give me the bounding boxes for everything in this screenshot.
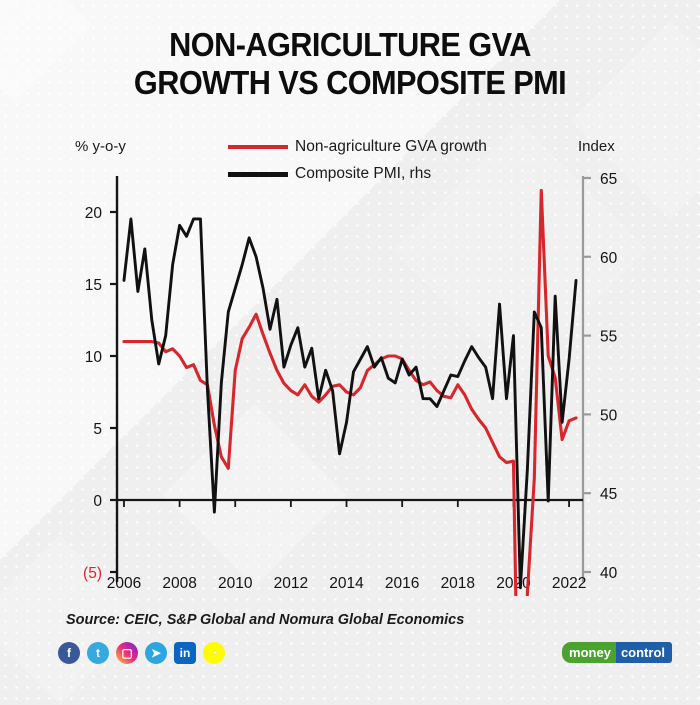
series-line-pmi: [122, 217, 578, 590]
linkedin-icon[interactable]: in: [174, 642, 196, 664]
y2-tick-label: 55: [600, 329, 617, 346]
snapchat-icon[interactable]: ◔: [203, 642, 225, 664]
source-note: Source: CEIC, S&P Global and Nomura Glob…: [66, 612, 465, 628]
facebook-icon[interactable]: f: [58, 642, 80, 664]
x-tick-label: 2020: [496, 575, 531, 592]
y-tick-label: 0: [93, 493, 102, 510]
social-links[interactable]: f t ▢ ➤ in ◔: [58, 642, 225, 664]
chart-axes: [110, 176, 591, 582]
y2-tick-label: 40: [600, 565, 618, 582]
legend-swatch-red-icon: [228, 145, 288, 149]
x-tick-label: 2008: [162, 575, 196, 592]
y-tick-label: 10: [85, 349, 103, 366]
brand-control-text: control: [615, 642, 672, 663]
x-tick-label: 2006: [107, 575, 141, 592]
title-line-1: NON-AGRICULTURE GVA: [169, 26, 531, 63]
page-title: NON-AGRICULTURE GVA GROWTH VS COMPOSITE …: [0, 26, 700, 102]
telegram-icon[interactable]: ➤: [145, 642, 167, 664]
x-tick-label: 2016: [385, 575, 419, 592]
title-line-2: GROWTH VS COMPOSITE PMI: [133, 64, 567, 101]
y2-tick-label: 45: [600, 486, 617, 503]
chart-series-lines: [122, 188, 578, 596]
y2-tick-label: 65: [600, 171, 617, 188]
moneycontrol-logo[interactable]: money control: [562, 642, 672, 663]
y2-tick-label: 60: [600, 250, 618, 267]
instagram-icon[interactable]: ▢: [116, 642, 138, 664]
x-tick-label: 2022: [552, 575, 586, 592]
x-tick-label: 2018: [441, 575, 475, 592]
x-tick-label: 2012: [274, 575, 308, 592]
y2-tick-label: 50: [600, 407, 618, 424]
legend-item-pmi: Composite PMI, rhs: [228, 165, 431, 183]
right-axis-caption: Index: [578, 138, 615, 155]
x-tick-label: 2010: [218, 575, 253, 592]
y-tick-label: 20: [85, 205, 103, 222]
y-tick-label: 15: [85, 277, 102, 294]
y-tick-label: (5): [83, 565, 102, 582]
x-tick-label: 2014: [329, 575, 364, 592]
y-tick-label: 5: [93, 421, 102, 438]
chart-legend: % y-o-y Index Non-agriculture GVA growth…: [0, 133, 700, 189]
left-axis-caption: % y-o-y: [75, 138, 126, 155]
twitter-icon[interactable]: t: [87, 642, 109, 664]
chart-tick-labels: (5) 0 5 10 15 20 40 45 50 55 60 65 2006 2008 2010 2012 2…: [83, 171, 618, 592]
legend-item-gva: Non-agriculture GVA growth: [228, 138, 487, 156]
legend-label-gva: Non-agriculture GVA growth: [295, 138, 487, 155]
legend-label-pmi: Composite PMI, rhs: [295, 165, 432, 182]
brand-money-text: money: [562, 642, 616, 663]
legend-swatch-black-icon: [228, 171, 288, 177]
